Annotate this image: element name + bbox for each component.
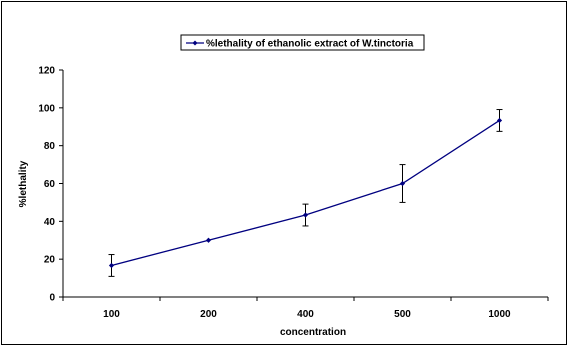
x-tick-label: 500: [394, 309, 411, 320]
x-axis-ticks: 100 200 400 500 1000: [62, 297, 549, 320]
x-axis-title: concentration: [280, 327, 346, 338]
y-tick-label: 80: [44, 141, 56, 152]
x-tick-label: 1000: [488, 309, 511, 320]
y-tick-label: 60: [44, 179, 56, 190]
data-point: [496, 117, 503, 124]
y-tick-label: 120: [38, 66, 55, 77]
data-points: [108, 117, 503, 269]
data-point: [302, 212, 309, 218]
legend: %lethality of ethanolic extract of W.tin…: [180, 34, 425, 51]
y-tick-label: 40: [44, 217, 56, 228]
y-tick-label: 100: [38, 103, 55, 114]
legend-box: [180, 34, 425, 51]
x-tick-label: 400: [297, 309, 314, 320]
y-axis-title: %lethality: [18, 160, 29, 207]
x-tick-label: 200: [200, 309, 217, 320]
series-line: [111, 119, 500, 267]
legend-label: %lethality of ethanolic extract of W.tin…: [206, 39, 414, 50]
data-point: [108, 262, 115, 269]
data-point: [399, 180, 406, 187]
y-tick-label: 20: [44, 255, 56, 266]
data-point: [205, 237, 212, 243]
y-axis-ticks: 0 20 40 60 80 100 120: [38, 66, 63, 304]
y-tick-label: 0: [49, 293, 55, 304]
legend-marker: [192, 40, 198, 46]
x-tick-label: 100: [103, 309, 120, 320]
